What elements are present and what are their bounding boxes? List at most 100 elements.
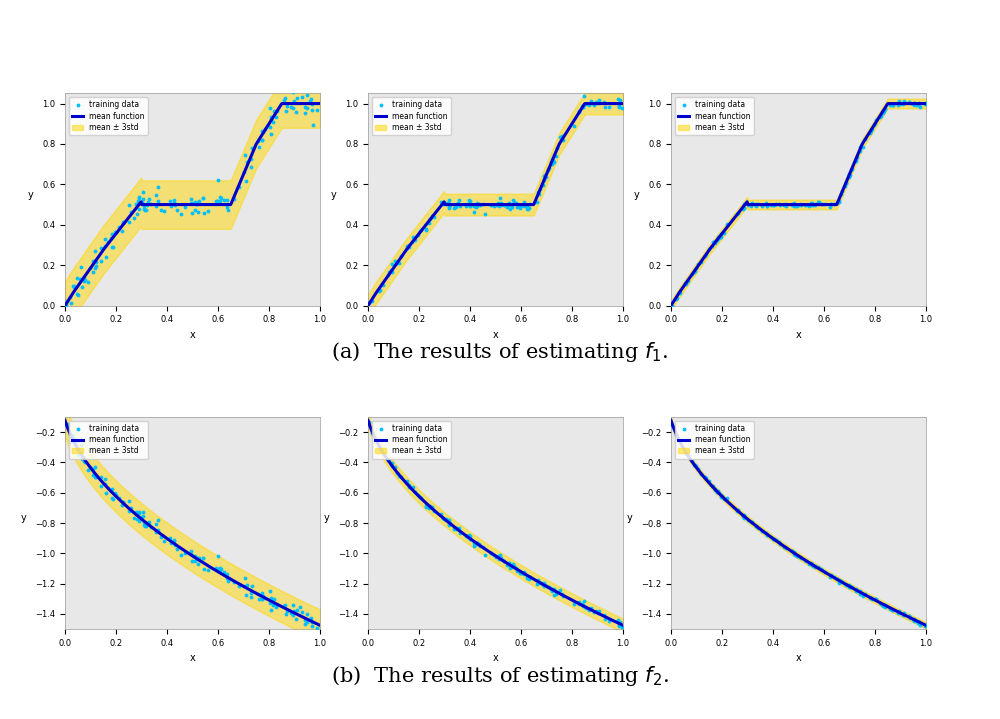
training data — [424, 210, 440, 221]
training data — [421, 218, 437, 229]
training data — [238, 590, 254, 601]
training data — [250, 136, 266, 147]
training data — [496, 199, 512, 211]
training data — [906, 614, 922, 626]
training data — [418, 500, 434, 511]
Line: mean function: mean function — [65, 104, 320, 306]
training data — [468, 201, 484, 213]
training data — [546, 156, 562, 168]
training data — [918, 98, 934, 109]
training data — [297, 101, 313, 112]
training data — [513, 567, 529, 579]
training data — [875, 599, 891, 610]
training data — [516, 196, 532, 208]
training data — [305, 630, 321, 641]
training data — [917, 99, 933, 110]
training data — [709, 234, 725, 245]
mean function — [786, 201, 798, 209]
Line: mean function: mean function — [671, 421, 926, 626]
training data — [251, 141, 267, 152]
training data — [736, 510, 752, 521]
training data — [710, 232, 726, 243]
training data — [407, 234, 423, 246]
training data — [601, 615, 617, 627]
training data — [76, 271, 92, 283]
training data — [801, 558, 817, 569]
Legend: training data, mean function, mean ± 3std: training data, mean function, mean ± 3st… — [675, 421, 754, 459]
training data — [792, 198, 808, 209]
training data — [711, 232, 727, 244]
training data — [884, 99, 900, 111]
training data — [877, 600, 893, 611]
training data — [576, 91, 592, 102]
training data — [797, 554, 813, 566]
training data — [401, 241, 417, 252]
training data — [543, 583, 559, 595]
training data — [735, 510, 751, 522]
training data — [458, 531, 474, 542]
training data — [150, 181, 166, 193]
training data — [108, 490, 124, 501]
Line: mean function: mean function — [65, 421, 320, 626]
training data — [581, 604, 597, 615]
Line: mean function: mean function — [368, 421, 623, 626]
training data — [383, 459, 399, 470]
training data — [519, 572, 535, 584]
training data — [759, 529, 775, 541]
training data — [669, 431, 685, 442]
training data — [251, 594, 267, 605]
training data — [450, 523, 466, 535]
training data — [130, 507, 146, 518]
training data — [805, 560, 821, 572]
training data — [137, 520, 153, 531]
training data — [669, 292, 685, 303]
training data — [698, 248, 714, 260]
training data — [849, 586, 865, 597]
training data — [115, 217, 131, 229]
training data — [466, 201, 482, 212]
mean function — [874, 598, 886, 607]
training data — [505, 558, 521, 569]
training data — [231, 181, 247, 193]
training data — [837, 579, 853, 590]
training data — [719, 218, 735, 229]
training data — [890, 100, 906, 111]
training data — [532, 183, 548, 195]
training data — [537, 170, 553, 181]
training data — [297, 108, 313, 119]
training data — [511, 199, 527, 211]
training data — [704, 480, 720, 492]
training data — [664, 301, 680, 312]
training data — [536, 580, 552, 591]
training data — [391, 257, 407, 269]
training data — [714, 491, 730, 503]
training data — [555, 134, 571, 146]
training data — [404, 236, 420, 247]
training data — [766, 533, 782, 545]
training data — [136, 201, 152, 212]
training data — [266, 593, 282, 605]
training data — [77, 274, 93, 285]
mean function — [500, 558, 512, 567]
training data — [153, 204, 169, 216]
training data — [596, 610, 612, 621]
training data — [852, 145, 868, 156]
training data — [679, 449, 695, 460]
training data — [707, 483, 723, 495]
training data — [704, 240, 720, 252]
training data — [532, 577, 548, 588]
training data — [571, 106, 587, 118]
training data — [435, 512, 451, 523]
training data — [184, 207, 200, 219]
training data — [838, 580, 854, 591]
training data — [150, 524, 166, 536]
training data — [389, 257, 405, 269]
training data — [771, 536, 787, 548]
training data — [545, 585, 561, 596]
training data — [499, 559, 515, 571]
training data — [490, 551, 506, 562]
training data — [375, 279, 391, 290]
training data — [268, 111, 284, 123]
training data — [469, 198, 485, 209]
training data — [441, 194, 457, 206]
